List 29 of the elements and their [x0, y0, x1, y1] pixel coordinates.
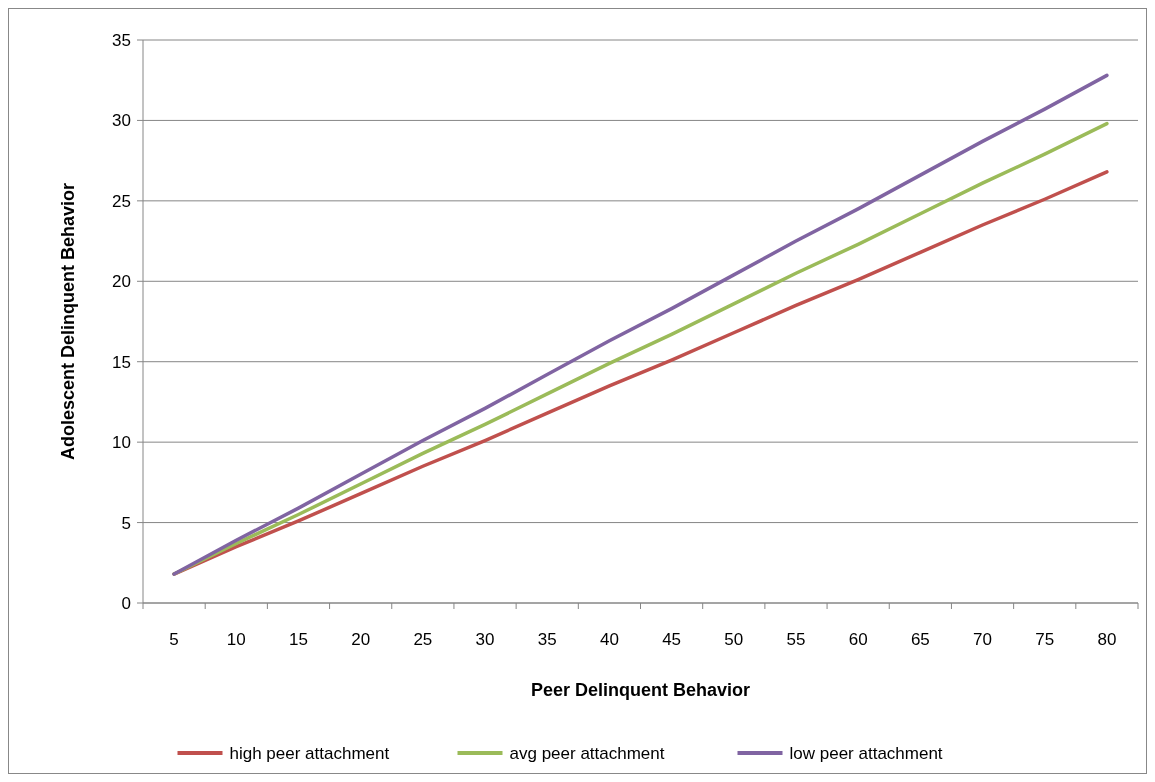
y-tick-label: 10 [112, 433, 131, 453]
x-tick-label: 55 [786, 630, 806, 649]
x-tick-label: 5 [169, 630, 179, 649]
x-tick-label: 50 [724, 630, 744, 649]
x-tick-label: 40 [599, 630, 619, 649]
y-tick-label: 30 [112, 111, 131, 131]
x-tick-label: 15 [289, 630, 308, 649]
x-tick-label: 70 [973, 630, 992, 649]
x-tick-label: 80 [1097, 630, 1117, 649]
y-tick-label: 25 [112, 191, 131, 211]
y-tick-label: 5 [121, 513, 131, 533]
y-tick-label: 15 [112, 352, 131, 372]
legend-label: high peer attachment [229, 743, 390, 763]
x-tick-label: 65 [910, 630, 930, 649]
x-tick-label: 75 [1035, 630, 1055, 649]
y-axis-title: Adolescent Delinquent Behavior [58, 182, 78, 461]
y-tick-label: 20 [112, 272, 131, 292]
x-tick-label: 35 [537, 630, 557, 649]
x-tick-label: 10 [226, 630, 246, 649]
x-tick-label: 25 [413, 630, 433, 649]
y-tick-label: 35 [112, 30, 131, 50]
legend-label: low peer attachment [789, 743, 943, 763]
y-tick-label: 0 [121, 593, 131, 613]
x-tick-label: 60 [848, 630, 868, 649]
x-axis-title: Peer Delinquent Behavior [530, 680, 751, 700]
x-tick-label: 20 [351, 630, 371, 649]
x-tick-label: 30 [475, 630, 495, 649]
x-tick-label: 45 [662, 630, 682, 649]
legend-label: avg peer attachment [509, 743, 665, 763]
